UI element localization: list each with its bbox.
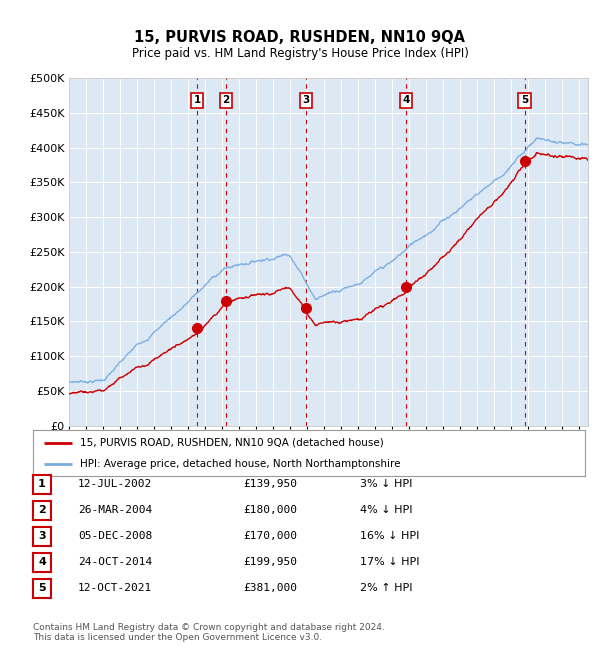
- Text: 15, PURVIS ROAD, RUSHDEN, NN10 9QA (detached house): 15, PURVIS ROAD, RUSHDEN, NN10 9QA (deta…: [80, 437, 383, 448]
- Text: 05-DEC-2008: 05-DEC-2008: [78, 531, 152, 541]
- Text: 1: 1: [38, 479, 46, 489]
- Text: 5: 5: [521, 96, 529, 105]
- Text: £170,000: £170,000: [243, 531, 297, 541]
- Text: Price paid vs. HM Land Registry's House Price Index (HPI): Price paid vs. HM Land Registry's House …: [131, 47, 469, 60]
- Text: 2: 2: [38, 505, 46, 515]
- Text: 17% ↓ HPI: 17% ↓ HPI: [360, 557, 419, 567]
- Text: 24-OCT-2014: 24-OCT-2014: [78, 557, 152, 567]
- Text: 5: 5: [38, 583, 46, 593]
- Text: 2% ↑ HPI: 2% ↑ HPI: [360, 583, 413, 593]
- Text: 4: 4: [38, 557, 46, 567]
- Text: 15, PURVIS ROAD, RUSHDEN, NN10 9QA: 15, PURVIS ROAD, RUSHDEN, NN10 9QA: [134, 30, 466, 46]
- Text: 2: 2: [223, 96, 230, 105]
- Text: £180,000: £180,000: [243, 505, 297, 515]
- Text: Contains HM Land Registry data © Crown copyright and database right 2024.
This d: Contains HM Land Registry data © Crown c…: [33, 623, 385, 642]
- Text: 3: 3: [302, 96, 310, 105]
- Text: 1: 1: [194, 96, 201, 105]
- Text: £199,950: £199,950: [243, 557, 297, 567]
- Text: £381,000: £381,000: [243, 583, 297, 593]
- Text: £139,950: £139,950: [243, 479, 297, 489]
- Text: 12-OCT-2021: 12-OCT-2021: [78, 583, 152, 593]
- Text: 4% ↓ HPI: 4% ↓ HPI: [360, 505, 413, 515]
- Text: 16% ↓ HPI: 16% ↓ HPI: [360, 531, 419, 541]
- Text: 12-JUL-2002: 12-JUL-2002: [78, 479, 152, 489]
- Text: 3: 3: [38, 531, 46, 541]
- Text: 26-MAR-2004: 26-MAR-2004: [78, 505, 152, 515]
- Text: 3% ↓ HPI: 3% ↓ HPI: [360, 479, 412, 489]
- Text: HPI: Average price, detached house, North Northamptonshire: HPI: Average price, detached house, Nort…: [80, 458, 400, 469]
- Text: 4: 4: [403, 96, 410, 105]
